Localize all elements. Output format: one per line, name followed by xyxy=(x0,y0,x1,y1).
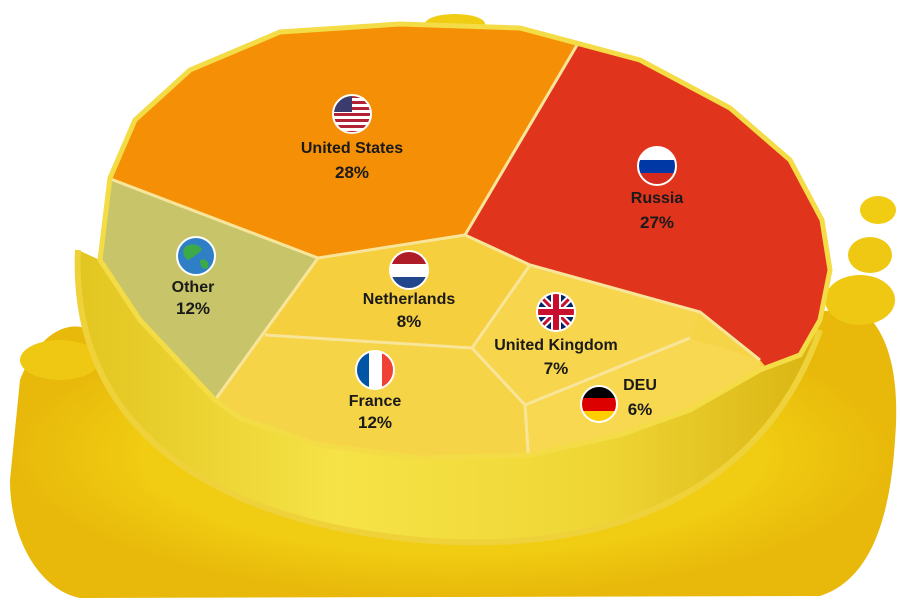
slice-dividers xyxy=(107,39,761,458)
label-france: France xyxy=(349,393,402,410)
france-flag-icon xyxy=(355,350,395,390)
label-russia: Russia xyxy=(631,190,684,207)
pie-cylinder-side xyxy=(77,250,820,543)
label-other: Other xyxy=(172,279,215,296)
us-flag-icon xyxy=(332,94,372,134)
value-france: 12% xyxy=(358,413,392,432)
value-deu: 6% xyxy=(628,400,653,419)
pie-rim xyxy=(97,21,833,461)
label-united-states: United States xyxy=(301,140,403,157)
russia-flag-icon xyxy=(637,146,677,186)
label-deu: DEU xyxy=(623,377,657,394)
pie-slice-united-kingdom xyxy=(472,265,700,405)
netherlands-flag-icon xyxy=(389,250,429,290)
value-other: 12% xyxy=(176,299,210,318)
label-netherlands: Netherlands xyxy=(363,291,456,308)
value-united-states: 28% xyxy=(335,163,369,182)
germany-flag-icon xyxy=(580,385,618,423)
pie-slice-netherlands xyxy=(265,235,530,348)
globe-icon xyxy=(176,236,216,276)
value-russia: 27% xyxy=(640,213,674,232)
uk-flag-icon xyxy=(536,292,576,332)
label-united-kingdom: United Kingdom xyxy=(494,337,618,354)
value-united-kingdom: 7% xyxy=(544,359,569,378)
value-netherlands: 8% xyxy=(397,312,422,331)
